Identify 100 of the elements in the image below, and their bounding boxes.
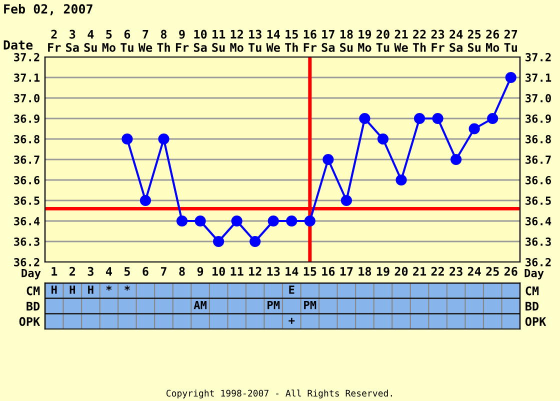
point <box>231 215 242 227</box>
y-tick-label: 36.3 <box>14 237 40 246</box>
x-tick-label: 5 <box>124 267 130 276</box>
point <box>122 133 133 145</box>
x-tick-label: 11 Su <box>212 30 226 52</box>
y2-tick-label: 37.1 <box>526 73 552 82</box>
x-tick-label: 13 <box>267 266 280 276</box>
y-tick-label: 37.1 <box>14 73 40 82</box>
point <box>158 133 170 145</box>
point <box>250 236 261 248</box>
y-tick-label: 37.0 <box>14 94 40 102</box>
x-tick-label: 10 <box>212 266 225 276</box>
y-tick-label: 36.8 <box>14 134 40 144</box>
point <box>340 194 352 206</box>
text: Day <box>524 268 544 280</box>
point <box>286 215 298 227</box>
x-tick-label: 26 <box>504 266 518 276</box>
point <box>450 154 462 166</box>
y-tick-label: CM <box>26 286 40 296</box>
point <box>505 72 516 84</box>
point <box>414 112 426 124</box>
x-tick-label: 9 Fr <box>176 30 189 52</box>
y2-tick-label: 36.3 <box>526 237 551 246</box>
point <box>194 215 206 227</box>
x-tick-label: 2 <box>70 266 75 276</box>
x-axis-title: Date <box>4 40 33 50</box>
x-tick-label: 11 <box>230 267 244 276</box>
y2-tick-label: OPK <box>525 317 546 326</box>
x-tick-label: 7 <box>160 267 166 276</box>
x-tick-label: 23 <box>450 266 462 276</box>
x-tick-label: 14 We <box>266 30 280 52</box>
text: H <box>52 286 57 294</box>
y-tick-label: 36.7 <box>14 155 40 164</box>
x-tick-label: 5 Mo <box>102 30 116 52</box>
y2-tick-label: 36.9 <box>526 114 551 123</box>
x-tick-label: 25 Su <box>468 30 481 52</box>
text: * <box>124 285 130 291</box>
y2-tick-label: 36.6 <box>526 176 552 184</box>
x-tick-label: 21 <box>413 266 426 276</box>
y2-tick-label: 36.5 <box>526 196 551 205</box>
y2-tick-label: 36.4 <box>526 216 552 226</box>
x-tick-label: 20 Tu <box>376 30 390 52</box>
y-tick-label: 36.5 <box>14 196 40 205</box>
x-tick-label: 4 <box>106 267 112 276</box>
y-tick-label: BD <box>26 302 40 310</box>
point <box>176 215 188 227</box>
x-tick-label: 26 Mo <box>486 30 500 52</box>
x-tick-label: 19 <box>376 266 390 276</box>
x-tick-label: 23 Fr <box>431 30 444 52</box>
y-tick-label: 37.2 <box>14 52 40 62</box>
x-tick-label: 6 Tu <box>120 30 134 52</box>
y2-tick-label: CM <box>526 286 539 296</box>
x-tick-label: 24 Sa <box>450 30 463 52</box>
text: * <box>106 285 112 291</box>
x-tick-label: 19 Mo <box>358 30 372 52</box>
point <box>468 123 480 134</box>
x-tick-label: 21 We <box>394 30 408 52</box>
point <box>432 112 444 124</box>
x-tick-label: 8 <box>179 266 185 276</box>
y2-tick-label: 36.2 <box>526 258 551 266</box>
x-tick-label: 25 <box>486 266 499 276</box>
x-tick-label: 22 <box>431 266 444 276</box>
x-tick-label: 14 <box>286 267 298 276</box>
x-tick-label: 12 <box>249 266 262 276</box>
point <box>396 174 407 186</box>
point <box>304 215 316 227</box>
x-tick-label: 18 Su <box>340 30 353 52</box>
x-tick-label: 9 <box>197 266 204 276</box>
x-tick-label: 16 Fr <box>304 30 317 52</box>
x-tick-label: 1 <box>52 267 58 276</box>
text: H <box>88 286 94 294</box>
y2-tick-label: 37.2 <box>526 52 551 62</box>
y-tick-label: OPK <box>19 317 40 326</box>
y2-tick-label: BD <box>526 302 539 310</box>
text: PM <box>268 300 280 310</box>
point <box>322 154 334 166</box>
x-tick-label: 15 <box>304 267 316 276</box>
point <box>268 215 279 227</box>
x-tick-label: 20 <box>394 266 408 276</box>
text: + <box>288 318 295 324</box>
x-tick-label: 17 Sa <box>322 30 335 52</box>
y2-tick-label: 36.8 <box>526 134 551 144</box>
y-tick-label: 36.4 <box>14 216 40 226</box>
text: AM <box>194 300 207 310</box>
point <box>487 112 498 124</box>
text: Copyright 1998-2007 - All Rights Reserved. <box>166 390 392 398</box>
y-tick-label: 36.6 <box>14 176 40 184</box>
y2-tick-label: 36.7 <box>526 155 551 164</box>
chart-title: Feb 02, 2007 <box>4 4 92 16</box>
x-tick-label: 10 Sa <box>194 30 207 52</box>
x-tick-label: 8 Th <box>157 30 170 52</box>
x-tick-label: 24 <box>468 266 481 276</box>
x-tick-label: 27 Tu <box>504 30 518 52</box>
point <box>140 194 152 206</box>
text: E <box>289 286 294 294</box>
text: H <box>70 286 76 294</box>
x-tick-label: 13 Tu <box>248 30 262 52</box>
x-tick-label: 2 Fr <box>48 30 61 52</box>
x-tick-label: 15 Th <box>285 30 298 52</box>
point <box>213 236 224 248</box>
